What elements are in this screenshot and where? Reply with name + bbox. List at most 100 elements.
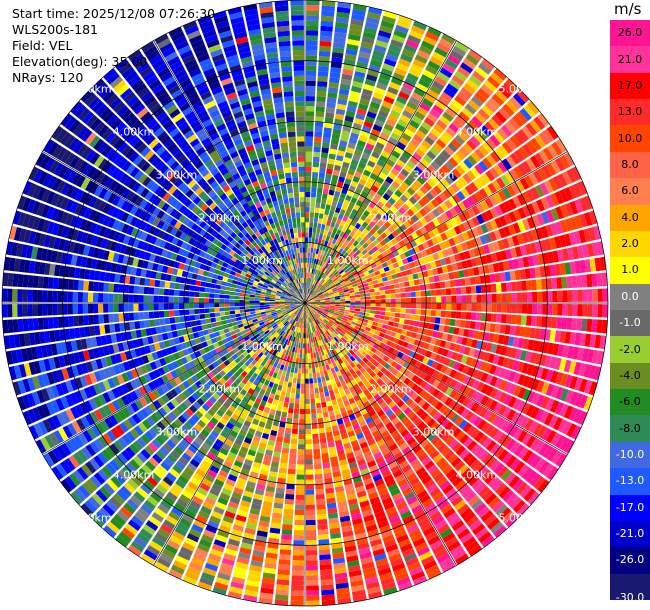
- velocity-gate: [219, 298, 225, 303]
- velocity-gate: [229, 291, 236, 296]
- velocity-gate: [288, 238, 293, 245]
- velocity-gate: [373, 283, 380, 289]
- velocity-gate: [319, 296, 325, 300]
- velocity-gate: [346, 241, 353, 248]
- velocity-gate: [97, 292, 104, 303]
- velocity-gate: [423, 204, 432, 214]
- velocity-gate: [292, 222, 297, 229]
- velocity-gate: [143, 303, 149, 311]
- velocity-gate: [472, 179, 483, 190]
- velocity-gate: [382, 243, 390, 251]
- velocity-gate: [509, 96, 522, 110]
- velocity-gate: [368, 6, 383, 15]
- velocity-gate: [277, 122, 286, 129]
- velocity-gate: [312, 292, 317, 297]
- velocity-gate: [557, 249, 565, 262]
- velocity-gate: [431, 296, 437, 303]
- velocity-gate: [435, 138, 447, 149]
- velocity-gate: [448, 157, 459, 168]
- velocity-gate: [294, 263, 298, 269]
- velocity-gate: [321, 224, 326, 230]
- velocity-gate: [12, 304, 18, 318]
- velocity-gate: [320, 272, 325, 278]
- velocity-gate: [511, 281, 517, 292]
- velocity-gate: [47, 317, 54, 329]
- velocity-gate: [133, 285, 140, 294]
- velocity-gate: [307, 294, 312, 300]
- velocity-gate: [315, 248, 320, 255]
- velocity-gate: [464, 277, 471, 286]
- velocity-gate: [576, 275, 583, 288]
- velocity-gate: [302, 277, 304, 283]
- velocity-gate: [318, 277, 323, 283]
- velocity-gate: [454, 95, 467, 107]
- velocity-gate: [249, 308, 256, 312]
- velocity-gate: [52, 277, 59, 290]
- velocity-gate: [214, 303, 220, 308]
- velocity-gate: [517, 220, 526, 232]
- velocity-gate: [334, 113, 345, 121]
- velocity-gate: [423, 232, 431, 241]
- velocity-gate: [348, 290, 355, 294]
- velocity-gate: [448, 196, 458, 207]
- velocity-gate: [337, 254, 343, 260]
- velocity-gate: [448, 103, 460, 115]
- velocity-gate: [463, 83, 476, 95]
- velocity-gate: [297, 283, 301, 289]
- velocity-gate: [534, 134, 546, 149]
- velocity-gate: [313, 258, 317, 264]
- velocity-gate: [395, 293, 401, 298]
- velocity-gate: [460, 286, 467, 295]
- velocity-gate: [154, 318, 161, 327]
- velocity-gate: [153, 303, 159, 311]
- velocity-gate: [327, 194, 334, 201]
- velocity-gate: [305, 136, 314, 142]
- velocity-gate: [592, 288, 598, 302]
- velocity-gate: [306, 288, 309, 294]
- velocity-gate: [292, 253, 296, 260]
- velocity-gate: [383, 281, 389, 286]
- velocity-gate: [340, 256, 346, 262]
- velocity-gate: [555, 138, 567, 153]
- velocity-gate: [385, 298, 391, 303]
- velocity-gate: [512, 114, 525, 128]
- velocity-gate: [27, 275, 34, 288]
- velocity-gate: [524, 268, 531, 279]
- velocity-gate: [222, 276, 229, 282]
- velocity-gate: [256, 115, 266, 123]
- velocity-gate: [295, 106, 305, 112]
- velocity-gate: [323, 240, 329, 247]
- velocity-gate: [356, 183, 365, 191]
- velocity-gate: [456, 190, 466, 201]
- velocity-gate: [295, 212, 301, 218]
- velocity-gate: [326, 97, 337, 104]
- velocity-gate: [390, 257, 398, 264]
- velocity-gate: [421, 195, 431, 204]
- velocity-gate: [351, 280, 357, 285]
- velocity-gate: [588, 227, 597, 241]
- velocity-gate: [389, 289, 396, 294]
- velocity-gate: [231, 69, 243, 77]
- velocity-gate: [368, 201, 376, 209]
- velocity-gate: [320, 203, 326, 210]
- velocity-gate: [360, 41, 374, 50]
- velocity-gate: [352, 283, 358, 288]
- velocity-gate: [83, 315, 89, 326]
- velocity-gate: [461, 107, 474, 119]
- velocity-gate: [420, 250, 428, 258]
- velocity-gate: [390, 293, 396, 299]
- velocity-gate: [433, 157, 444, 167]
- velocity-gate: [323, 294, 329, 297]
- velocity-gate: [283, 86, 294, 92]
- velocity-gate: [323, 251, 328, 257]
- velocity-gate: [255, 147, 264, 154]
- velocity-gate: [17, 318, 24, 332]
- velocity-gate: [474, 148, 485, 160]
- velocity-gate: [593, 225, 602, 240]
- velocity-gate: [321, 0, 336, 7]
- velocity-gate: [268, 128, 278, 135]
- velocity-gate: [408, 68, 422, 78]
- velocity-gate: [311, 273, 315, 279]
- velocity-gate: [342, 125, 352, 133]
- velocity-gate: [265, 113, 276, 121]
